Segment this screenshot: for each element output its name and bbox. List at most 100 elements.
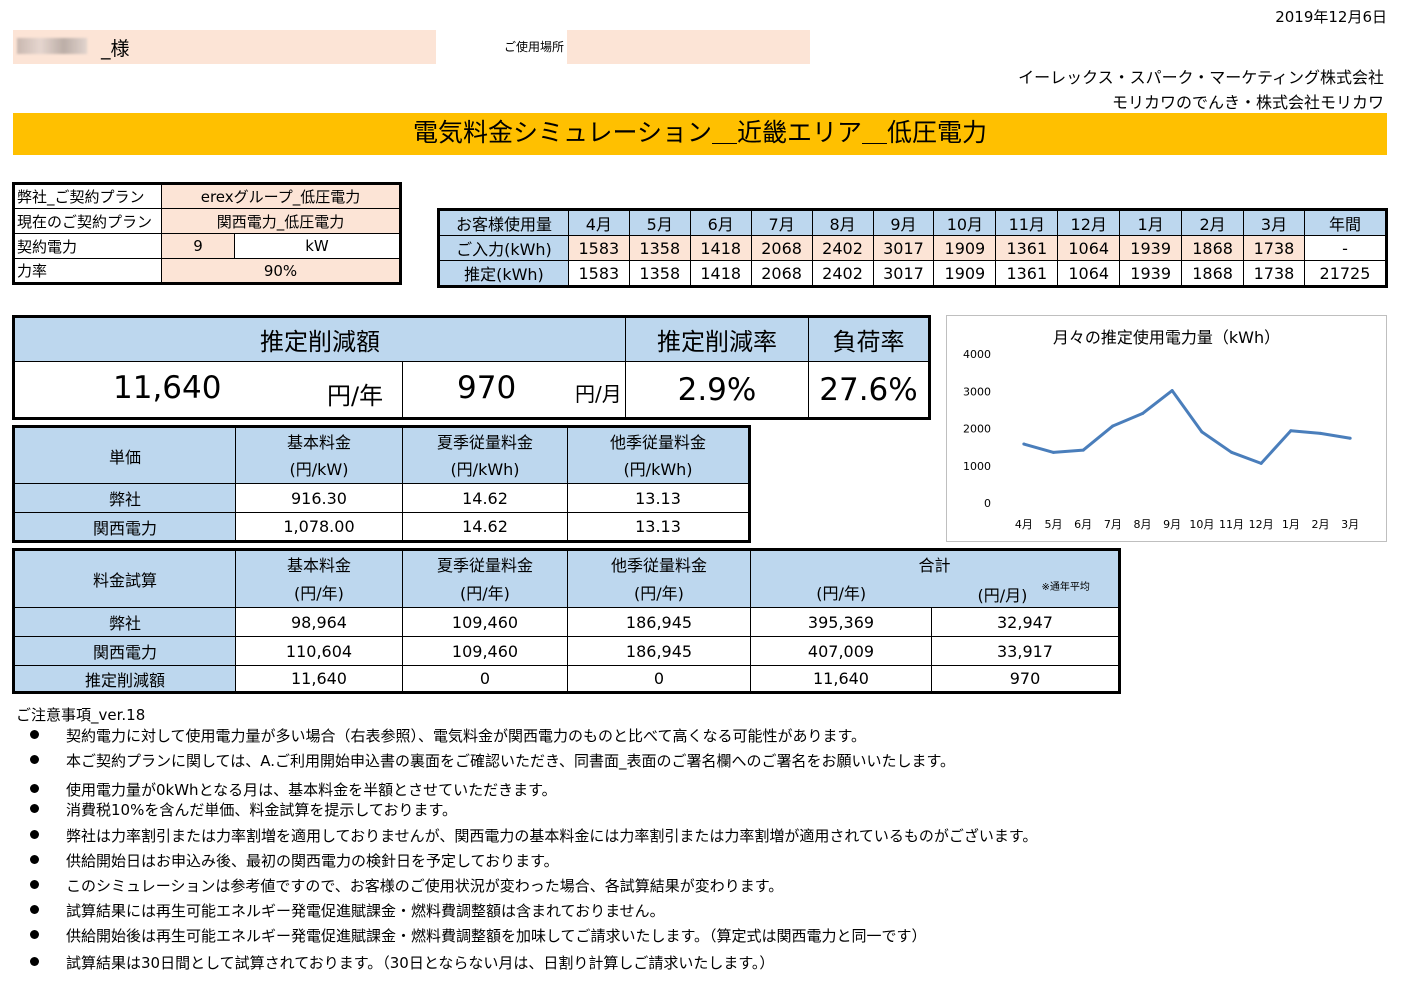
x-tick-label: 8月 <box>1134 518 1152 531</box>
month-header: 1月 <box>1119 209 1183 236</box>
note-text: このシミュレーションは参考値ですので、お客様のご使用状況が変わった場合、各試算結… <box>66 877 784 895</box>
data-point <box>1319 431 1322 435</box>
table-cell: 14.62 <box>402 512 568 542</box>
month-header: 4月 <box>567 209 630 236</box>
month-header: 2月 <box>1181 209 1245 236</box>
load-label: 負荷率 <box>808 316 930 362</box>
input-cell: 2402 <box>811 235 874 261</box>
reduction-yearly: 11,640 円/年 <box>13 361 403 419</box>
trial-subheader: (円/年) <box>750 576 932 608</box>
data-point <box>1052 450 1055 454</box>
data-point <box>1022 442 1026 446</box>
unit-price-corner: 単価 <box>13 426 236 484</box>
note-text: 試算結果には再生可能エネルギー発電促進賦課金・燃料費調整額は含まれておりません。 <box>66 902 665 920</box>
usage-row-label: ご入力(kWh) <box>438 235 569 261</box>
note-text: 試算結果は30日間として試算されております。（30日とならない月は、日割り計算し… <box>66 954 775 972</box>
date: 2019年12月6日 <box>1275 8 1387 26</box>
x-tick-label: 7月 <box>1104 518 1122 531</box>
x-tick-label: 3月 <box>1341 518 1359 531</box>
customer-name-blurred <box>17 38 87 54</box>
trial-header: 基本料金 <box>235 549 403 577</box>
table-cell: 11,640 <box>235 665 403 693</box>
power-unit: kW <box>234 233 401 259</box>
note-text: 使用電力量が0kWhとなる月は、基本料金を半額とさせていただきます。 <box>66 781 557 799</box>
input-cell: 1064 <box>1057 235 1121 261</box>
usage-table: お客様使用量 4月 5月 6月 7月 8月 9月 10月 11月 12月 1月 2月 3月 年間 ご入力(… <box>437 208 1388 288</box>
month-header: 6月 <box>689 209 752 236</box>
month-header: 8月 <box>811 209 874 236</box>
month-header: 11月 <box>995 209 1059 236</box>
x-tick-label: 9月 <box>1163 518 1181 531</box>
x-tick-label: 1月 <box>1282 518 1300 531</box>
x-tick-label: 11月 <box>1219 518 1244 531</box>
summary-table: 推定削減額 推定削減率 負荷率 11,640 円/年 970 円/月 2.9% … <box>12 315 931 420</box>
usage-row-label: お客様使用量 <box>438 209 569 236</box>
trial-header: 他季従量料金 <box>567 549 751 577</box>
table-cell: 98,964 <box>235 607 403 637</box>
unit-header: 夏季従量料金 <box>402 426 568 454</box>
estimate-cell: 1939 <box>1119 260 1183 287</box>
pf-value: 90% <box>161 258 401 284</box>
input-cell: 1358 <box>628 235 691 261</box>
estimate-cell: 21725 <box>1303 260 1388 287</box>
month-header: 3月 <box>1243 209 1305 236</box>
bullet-icon <box>30 830 39 839</box>
estimate-cell: 2402 <box>811 260 874 287</box>
note-text: 供給開始後は再生可能エネルギー発電促進賦課金・燃料費調整額を加味してご請求いたし… <box>66 927 927 945</box>
bullet-icon <box>30 730 39 739</box>
estimate-cell: 1738 <box>1243 260 1305 287</box>
yearly-unit: 円/年 <box>327 382 384 410</box>
x-tick-label: 4月 <box>1015 518 1033 531</box>
month-header: 7月 <box>750 209 813 236</box>
note-text: 弊社は力率割引または力率割増を適用しておりませんが、関西電力の基本料金には力率割… <box>66 827 1038 845</box>
notes-title: ご注意事項_ver.18 <box>16 706 146 724</box>
estimate-cell: 3017 <box>872 260 935 287</box>
x-tick-label: 12月 <box>1249 518 1274 531</box>
x-tick-label: 10月 <box>1189 518 1214 531</box>
data-point <box>1170 389 1174 393</box>
row-label: 関西電力 <box>13 636 236 666</box>
data-point <box>1141 412 1144 416</box>
plan-label: 弊社_ご契約プラン <box>13 183 162 209</box>
x-tick-label: 5月 <box>1045 518 1063 531</box>
unit-header: 他季従量料金 <box>567 426 750 454</box>
contract-table: 弊社_ご契約プラン erexグループ_低圧電力 現在のご契約プラン 関西電力_低… <box>12 182 402 285</box>
row-label: 推定削減額 <box>13 665 236 693</box>
unit-subheader: (円/kW) <box>235 453 403 484</box>
y-tick-label: 4000 <box>963 348 991 361</box>
series-line <box>1023 389 1351 465</box>
load-value: 27.6% <box>808 361 930 419</box>
table-cell: 186,945 <box>567 636 751 666</box>
customer-name-field: _様 <box>13 30 436 64</box>
unit-header: 基本料金 <box>235 426 403 454</box>
row-label: 弊社 <box>13 607 236 637</box>
estimate-cell: 1358 <box>628 260 691 287</box>
input-cell: 1939 <box>1119 235 1183 261</box>
customer-suffix: _様 <box>101 38 130 60</box>
input-cell: - <box>1303 235 1388 261</box>
rate-value: 2.9% <box>625 361 809 419</box>
table-cell: 186,945 <box>567 607 751 637</box>
input-cell: 1738 <box>1243 235 1305 261</box>
y-tick-label: 1000 <box>963 460 991 473</box>
table-cell: 13.13 <box>567 483 750 513</box>
data-point <box>1200 430 1204 434</box>
title-banner: 電気料金シミュレーション＿近畿エリア＿低圧電力 <box>13 113 1387 155</box>
monthly-unit-label: (円/月) <box>977 585 1028 605</box>
input-cell: 2068 <box>750 235 813 261</box>
table-cell: 395,369 <box>750 607 932 637</box>
estimate-cell: 2068 <box>750 260 813 287</box>
table-cell: 109,460 <box>402 636 568 666</box>
table-cell: 11,640 <box>750 665 932 693</box>
data-point <box>1081 448 1085 452</box>
table-cell: 14.62 <box>402 483 568 513</box>
data-point <box>1111 424 1115 428</box>
company-name-1: イーレックス・スパーク・マーケティング株式会社 <box>1018 68 1384 87</box>
table-cell: 13.13 <box>567 512 750 542</box>
month-header: 10月 <box>933 209 997 236</box>
chart-title: 月々の推定使用電力量（kWh） <box>1052 328 1281 347</box>
estimate-cell: 1909 <box>933 260 997 287</box>
estimate-cell: 1583 <box>567 260 630 287</box>
row-label: 関西電力 <box>13 512 236 542</box>
table-cell: 32,947 <box>931 607 1120 637</box>
